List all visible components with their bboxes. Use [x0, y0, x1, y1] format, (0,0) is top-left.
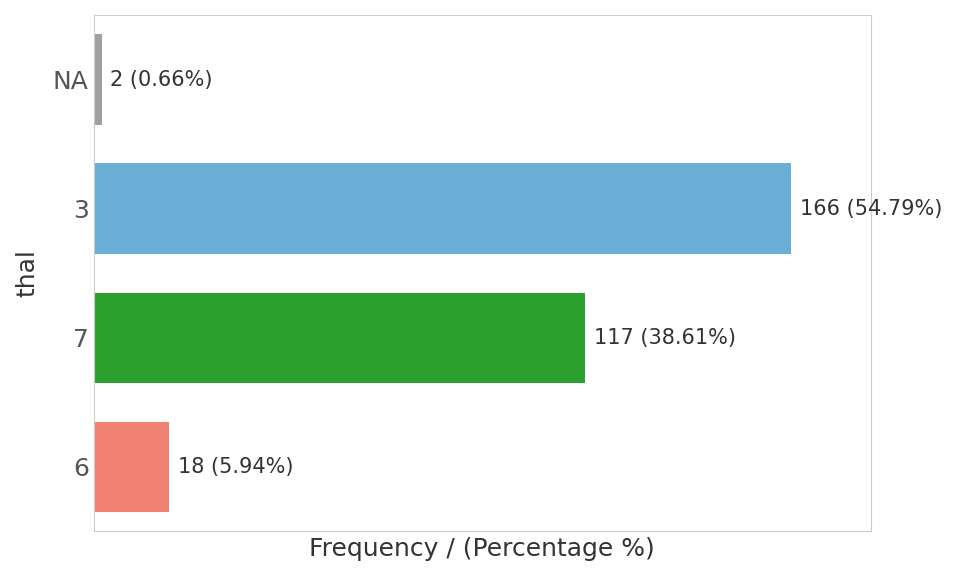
Bar	[94, 35, 102, 125]
Bar	[94, 164, 791, 254]
Y-axis label: thal: thal	[15, 249, 39, 297]
Text: 166 (54.79%): 166 (54.79%)	[800, 199, 942, 219]
Text: 2 (0.66%): 2 (0.66%)	[110, 70, 213, 89]
Bar	[94, 422, 169, 512]
Text: 117 (38.61%): 117 (38.61%)	[593, 328, 735, 348]
X-axis label: Frequency / (Percentage %): Frequency / (Percentage %)	[309, 537, 655, 561]
Bar	[94, 293, 586, 383]
Text: 18 (5.94%): 18 (5.94%)	[178, 457, 293, 477]
